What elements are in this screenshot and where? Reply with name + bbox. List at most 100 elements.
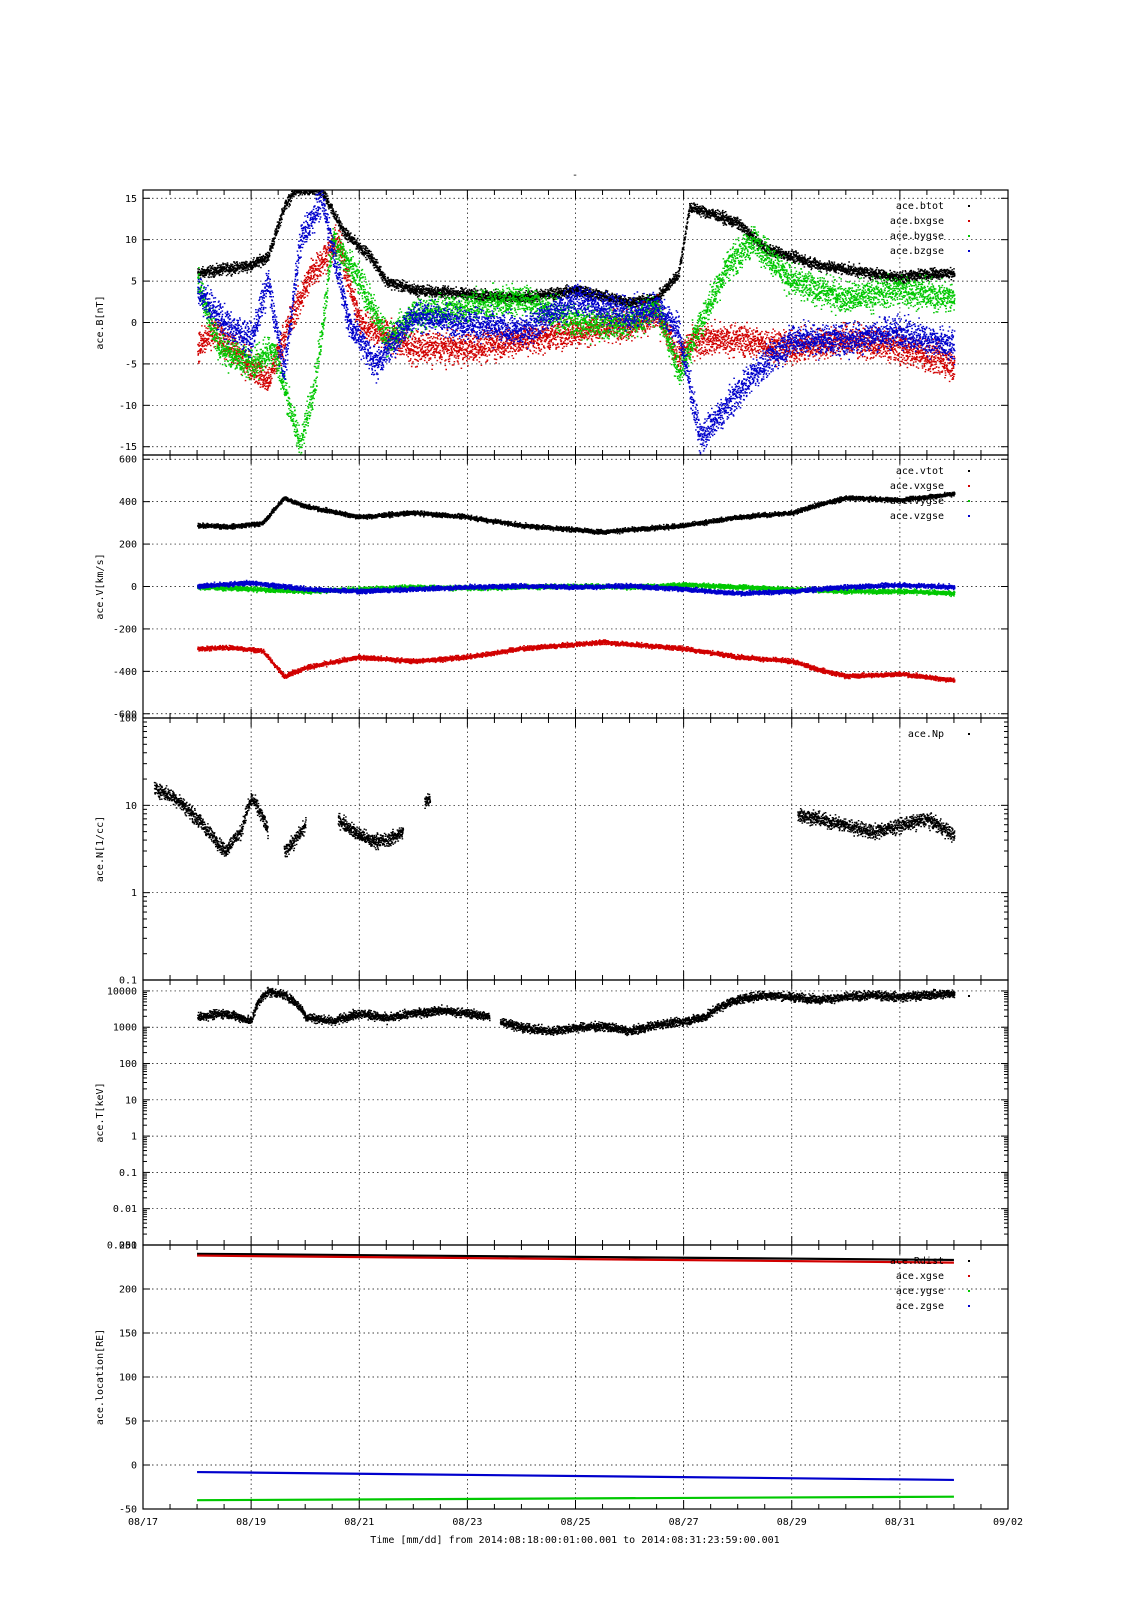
y-tick-label: 400 — [119, 497, 137, 508]
x-axis-label: Time [mm/dd] from 2014:08:18:00:01:00.00… — [370, 1535, 779, 1546]
y-tick-label: 50 — [125, 1417, 137, 1428]
marks-b — [197, 190, 956, 455]
legend-label: ace.ygse — [896, 1286, 944, 1297]
y-tick-label: 600 — [119, 455, 137, 466]
panels: ace.btot ace.bxgse ace.bygse ace.bzgse -15 -1… — [95, 189, 1009, 1516]
series-points-ace.vxgse — [197, 639, 956, 683]
x-tick-label: 08/21 — [344, 1517, 374, 1528]
marks-loc — [197, 1252, 954, 1502]
y-tick-label: 200 — [119, 1285, 137, 1296]
y-tick-label: 0 — [131, 318, 137, 329]
y-tick-label: 0 — [131, 1461, 137, 1472]
panel-loc: ace.Rdist ace.xgse ace.ygse ace.zgse -50 0 50 1… — [95, 1241, 1009, 1516]
y-tick-label: -400 — [113, 667, 137, 678]
y-tick-label: 0.01 — [113, 1204, 137, 1215]
legend-label: ace.Rdist — [890, 1256, 944, 1267]
legend-label: ace.vzgse — [890, 511, 944, 522]
legend-label: ace.vygse — [890, 496, 944, 507]
y-tick-label: -600 — [113, 709, 137, 720]
legend-marker — [968, 220, 970, 222]
marks-t — [197, 986, 956, 1037]
legend-marker — [968, 205, 970, 207]
panel-t: ace. 0.001 0.01 0.1 1 10 100 1000 10000 ace.T[keV… — [95, 979, 1009, 1252]
panel-b: ace.btot ace.bxgse ace.bygse ace.bzgse -15 -1… — [95, 189, 1009, 456]
x-tick-label: 08/27 — [669, 1517, 699, 1528]
y-tick-label: 0 — [131, 582, 137, 593]
legend-marker — [968, 485, 970, 487]
series-points-ace. — [197, 986, 956, 1037]
legend-marker — [968, 733, 970, 735]
y-tick-label: 5 — [131, 277, 137, 288]
y-axis-label: ace.B[nT] — [95, 295, 106, 349]
y-tick-label: 10 — [125, 801, 137, 812]
y-tick-label: 10000 — [107, 986, 137, 997]
panel-v: ace.vtot ace.vxgse ace.vygse ace.vzgse -600 -… — [95, 454, 1009, 720]
y-tick-label: -200 — [113, 624, 137, 635]
y-tick-label: -5 — [125, 359, 137, 370]
x-tick-label: 09/02 — [993, 1517, 1023, 1528]
series-points-ace.vygse — [197, 582, 956, 598]
legend-label: ace.vtot — [896, 466, 944, 477]
y-tick-label: 0.1 — [119, 1168, 137, 1179]
legend-marker — [968, 995, 970, 997]
y-tick-label: 15 — [125, 194, 137, 205]
legend-marker — [968, 500, 970, 502]
legend-label: ace.xgse — [896, 1271, 944, 1282]
y-tick-label: 100 — [119, 714, 137, 725]
series-line-ace.ygse — [197, 1495, 954, 1502]
x-tick-label: 08/29 — [777, 1517, 807, 1528]
legend-marker — [968, 1260, 970, 1262]
legend-marker — [968, 1305, 970, 1307]
series-points-ace.bygse — [197, 226, 956, 455]
y-tick-label: 10 — [125, 235, 137, 246]
legend-marker — [968, 1275, 970, 1277]
y-tick-label: 100 — [119, 1373, 137, 1384]
y-tick-label: 1000 — [113, 1023, 137, 1034]
y-tick-label: 1 — [131, 1132, 137, 1143]
y-axis-label: ace.T[keV] — [95, 1082, 106, 1142]
y-axis-label: ace.N[1/cc] — [95, 816, 106, 882]
legend-label: ace.bygse — [890, 231, 944, 242]
y-tick-label: 1 — [131, 888, 137, 899]
legend-label: ace. — [920, 991, 944, 1002]
y-tick-label: -50 — [119, 1505, 137, 1516]
y-tick-label: 150 — [119, 1329, 137, 1340]
legend-label: ace.vxgse — [890, 481, 944, 492]
figure-title: - — [572, 170, 578, 181]
y-tick-label: 0.001 — [107, 1241, 137, 1252]
y-tick-label: -10 — [119, 401, 137, 412]
y-tick-label: -15 — [119, 442, 137, 453]
y-axis-label: ace.V[km/s] — [95, 553, 106, 619]
series-line-ace.zgse — [197, 1470, 954, 1482]
series-points-ace.Np — [153, 781, 956, 858]
series-points-ace.vzgse — [197, 579, 956, 597]
y-tick-label: 0.1 — [119, 976, 137, 987]
x-axis-ticks: 08/17 08/19 08/21 08/23 08/25 08/27 08/29 08/31… — [128, 1517, 1023, 1528]
x-tick-label: 08/19 — [236, 1517, 266, 1528]
y-tick-label: 200 — [119, 540, 137, 551]
legend-marker — [968, 235, 970, 237]
legend-marker — [968, 470, 970, 472]
x-tick-label: 08/23 — [452, 1517, 482, 1528]
legend-label: ace.btot — [896, 201, 944, 212]
y-axis-label: ace.location[RE] — [95, 1329, 106, 1425]
legend-marker — [968, 515, 970, 517]
marks-v — [197, 491, 956, 683]
panel-n: ace.Np 0.1 1 10 100 ace.N[1/cc] — [95, 714, 1009, 987]
x-tick-label: 08/17 — [128, 1517, 158, 1528]
y-tick-label: 250 — [119, 1241, 137, 1252]
legend-marker — [968, 1290, 970, 1292]
legend-label: ace.zgse — [896, 1301, 944, 1312]
series-line-ace.Rdist — [197, 1252, 954, 1262]
legend-label: ace.bzgse — [890, 246, 944, 257]
x-tick-label: 08/31 — [885, 1517, 915, 1528]
legend-label: ace.Np — [908, 729, 944, 740]
legend-label: ace.bxgse — [890, 216, 944, 227]
series-points-ace.vtot — [197, 491, 956, 535]
legend-marker — [968, 250, 970, 252]
y-tick-label: 100 — [119, 1059, 137, 1070]
series-points-ace.bxgse — [197, 224, 956, 391]
x-tick-label: 08/25 — [560, 1517, 590, 1528]
series-line-ace.xgse — [197, 1254, 954, 1264]
